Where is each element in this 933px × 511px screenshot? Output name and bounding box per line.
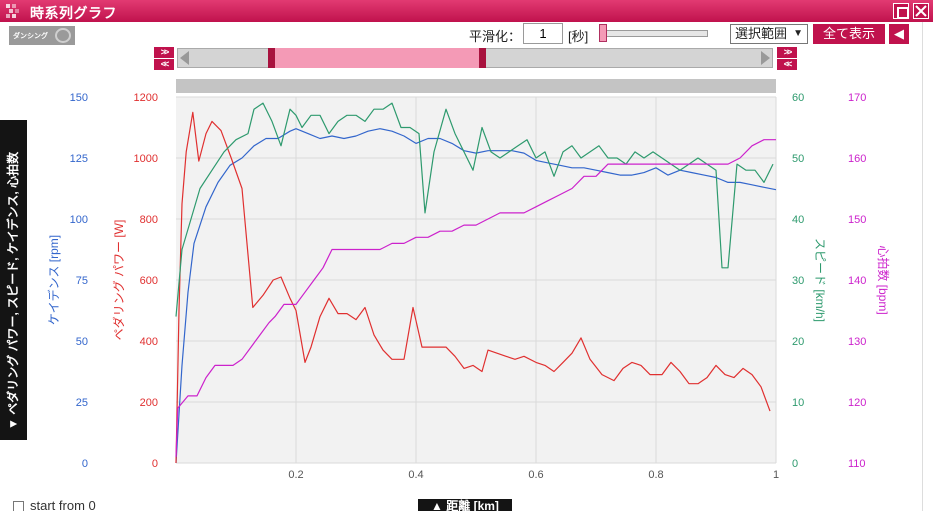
smoothing-slider-thumb[interactable] xyxy=(599,24,607,42)
range-back-left-button[interactable]: << xyxy=(154,59,174,70)
x-tick-label: 0.2 xyxy=(288,469,303,481)
power-tick-label: 400 xyxy=(140,336,158,348)
speed-tick-label: 10 xyxy=(792,397,804,409)
start-from-zero-label: start from 0 xyxy=(30,498,96,511)
power-series-line xyxy=(175,111,771,464)
time-series-chart: 0.2 0.4 0.6 0.8 1025507510012515002004006008… xyxy=(46,92,891,481)
x-tick-label: 0.6 xyxy=(528,469,543,481)
chart-toolbar-strip xyxy=(176,79,776,93)
speed-axis-title: スピード [km/h] xyxy=(813,238,827,322)
badge-label: ダンシング xyxy=(13,33,48,40)
close-icon xyxy=(915,5,927,17)
speed-tick-label: 40 xyxy=(792,214,804,226)
heart_rate-tick-label: 120 xyxy=(848,397,866,409)
cadence-tick-label: 75 xyxy=(76,275,88,287)
speed-series-line xyxy=(175,102,774,317)
power-tick-label: 0 xyxy=(152,458,158,470)
x-tick-label: 0.8 xyxy=(648,469,663,481)
dancing-badge: ダンシング xyxy=(9,26,75,45)
x-tick-label: 0.4 xyxy=(408,469,423,481)
power-tick-label: 1200 xyxy=(134,92,158,104)
cadence-tick-label: 100 xyxy=(70,214,88,226)
series-selector-label: ▼ ペダリング パワー, スピード, ケイデンス, 心拍数 xyxy=(6,151,20,430)
heart_rate-tick-label: 130 xyxy=(848,336,866,348)
wheel-icon xyxy=(55,28,71,43)
close-button[interactable] xyxy=(913,3,929,19)
power-axis-title: ペダリング パワー [W] xyxy=(111,220,126,341)
heart_rate-tick-label: 150 xyxy=(848,214,866,226)
range-back-right-button[interactable]: << xyxy=(777,59,797,70)
series-selector-tab[interactable]: ▼ ペダリング パワー, スピード, ケイデンス, 心拍数 xyxy=(0,120,27,440)
heart_rate-series-line xyxy=(175,139,776,457)
speed-tick-label: 0 xyxy=(792,458,798,470)
range-start-handle[interactable] xyxy=(268,48,276,68)
window-title: 時系列グラフ xyxy=(30,5,117,21)
power-tick-label: 600 xyxy=(140,275,158,287)
smoothing-input[interactable]: 1 xyxy=(523,23,563,44)
cadence-tick-label: 25 xyxy=(76,397,88,409)
heart_rate-tick-label: 170 xyxy=(848,92,866,104)
x-axis-selector-tab[interactable]: ▲ 距離 [km] xyxy=(418,499,512,511)
speed-tick-label: 30 xyxy=(792,275,804,287)
cadence-axis-title: ケイデンス [rpm] xyxy=(46,235,61,325)
select-range-dropdown[interactable]: 選択範囲 ▼ xyxy=(730,24,808,44)
start-from-zero-checkbox[interactable] xyxy=(13,501,24,511)
heart_rate-tick-label: 110 xyxy=(848,458,866,470)
range-forward-left-button[interactable]: >> xyxy=(154,47,174,58)
speed-tick-label: 20 xyxy=(792,336,804,348)
heart_rate-tick-label: 140 xyxy=(848,275,866,287)
cadence-tick-label: 0 xyxy=(82,458,88,470)
power-tick-label: 800 xyxy=(140,214,158,226)
right-border xyxy=(922,22,933,511)
cadence-tick-label: 50 xyxy=(76,336,88,348)
chart-area: 0.2 0.4 0.6 0.8 1 0 25 50 75 100 125 150 0 200 400 600 8… xyxy=(0,80,933,511)
app-logo-icon xyxy=(6,4,19,18)
heart_rate-axis-title: 心拍数 [bpm] xyxy=(876,245,891,314)
maximize-button[interactable] xyxy=(893,3,909,19)
range-end-handle[interactable] xyxy=(478,48,486,68)
power-tick-label: 1000 xyxy=(134,153,158,165)
power-tick-label: 200 xyxy=(140,397,158,409)
range-right-arrow-icon[interactable] xyxy=(761,51,770,65)
title-bar: 時系列グラフ xyxy=(0,0,933,22)
cadence-tick-label: 150 xyxy=(70,92,88,104)
back-button[interactable]: ◀ xyxy=(889,24,909,44)
dropdown-arrow-icon: ▼ xyxy=(793,28,803,39)
speed-tick-label: 60 xyxy=(792,92,804,104)
speed-tick-label: 50 xyxy=(792,153,804,165)
range-left-arrow-icon[interactable] xyxy=(180,51,189,65)
range-forward-right-button[interactable]: >> xyxy=(777,47,797,58)
x-tick-label: 1 xyxy=(773,469,779,481)
smoothing-label: 平滑化： xyxy=(469,29,522,44)
seconds-label: [秒] xyxy=(568,29,589,44)
select-range-value: 選択範囲 xyxy=(735,26,788,41)
back-arrow-icon: ◀ xyxy=(894,26,904,41)
cadence-tick-label: 125 xyxy=(70,153,88,165)
smoothing-slider-track[interactable] xyxy=(603,30,708,37)
show-all-button[interactable]: 全て表示 xyxy=(813,24,885,44)
heart_rate-tick-label: 160 xyxy=(848,153,866,165)
range-selection[interactable] xyxy=(271,48,483,68)
